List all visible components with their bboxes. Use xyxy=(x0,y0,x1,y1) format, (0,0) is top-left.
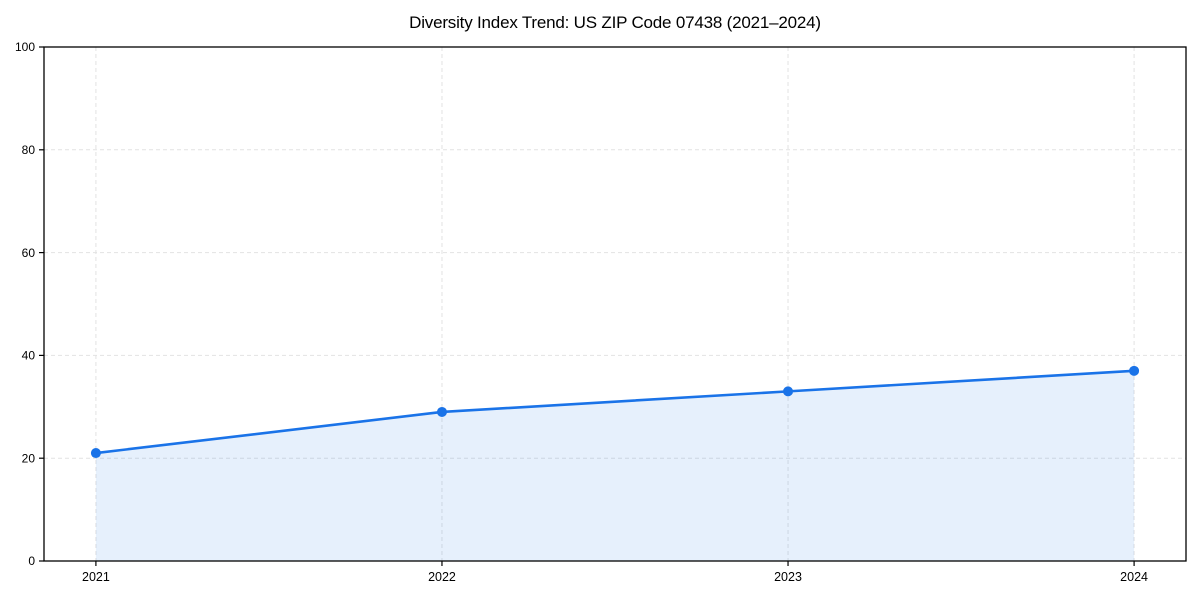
chart-title: Diversity Index Trend: US ZIP Code 07438… xyxy=(409,13,821,32)
y-tick-label: 60 xyxy=(22,246,36,260)
x-tick-label: 2021 xyxy=(82,570,110,584)
data-point xyxy=(436,406,447,417)
x-tick-label: 2022 xyxy=(428,570,456,584)
x-tick-label: 2024 xyxy=(1120,570,1148,584)
data-point xyxy=(1129,365,1140,376)
data-point xyxy=(783,386,794,397)
y-tick-label: 100 xyxy=(15,40,35,54)
x-tick-label: 2023 xyxy=(774,570,802,584)
y-tick-label: 20 xyxy=(22,451,36,465)
area-fill xyxy=(95,370,1135,561)
trend-line xyxy=(94,369,1136,455)
y-tick-label: 80 xyxy=(22,143,36,157)
y-tick-label: 40 xyxy=(22,349,36,363)
y-tick-label: 0 xyxy=(28,554,35,568)
data-point xyxy=(90,448,101,459)
plot-border xyxy=(43,46,1187,562)
